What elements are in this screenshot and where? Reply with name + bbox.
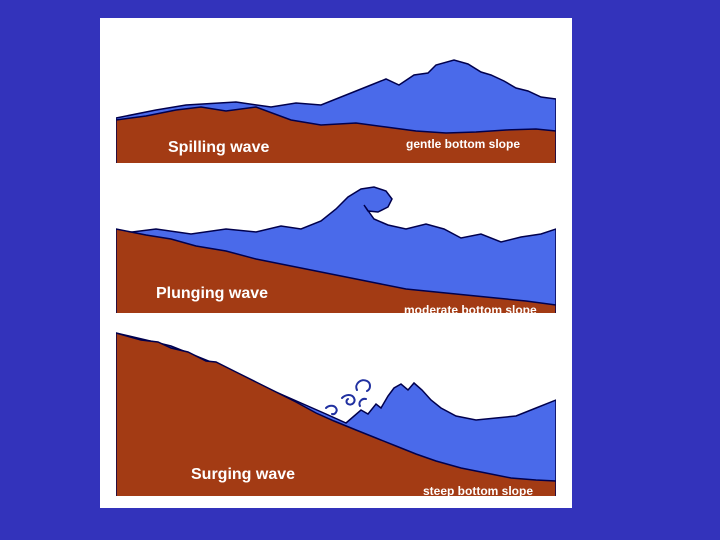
- swirl-icon: [342, 395, 355, 405]
- wave-title-spilling: Spilling wave: [168, 139, 269, 157]
- swirl-icon: [326, 406, 337, 414]
- wave-title-plunging: Plunging wave: [156, 285, 268, 303]
- panel-surging-svg: [116, 328, 556, 496]
- diagram-card: Spilling wave gentle bottom slope Plunging…: [100, 18, 572, 508]
- swirl-icon: [356, 380, 370, 391]
- wave-title-surging: Surging wave: [191, 466, 295, 484]
- swirl-icon: [359, 399, 366, 406]
- slope-caption-surging: steep bottom slope: [423, 484, 533, 498]
- panel-plunging: Plunging wavemoderate bottom slope: [116, 179, 556, 313]
- slope-caption-spilling: gentle bottom slope: [406, 137, 520, 151]
- panel-spilling: Spilling wave gentle bottom slope: [116, 45, 556, 163]
- panel-surging: Surging wave steep bottom slope: [116, 328, 556, 496]
- slope-caption-plunging: moderate bottom slope: [404, 303, 537, 317]
- page-root: Spilling wave gentle bottom slope Plunging…: [0, 0, 720, 540]
